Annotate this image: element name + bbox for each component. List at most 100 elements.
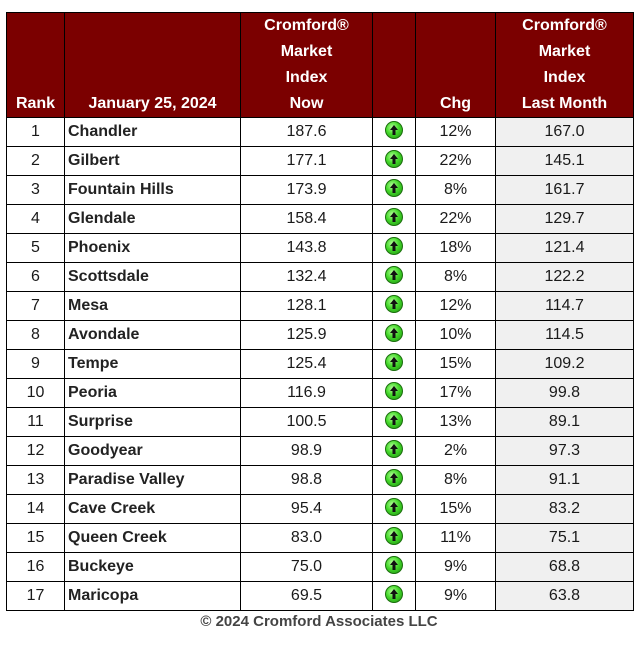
rank-cell: 16 — [6, 552, 65, 582]
up-arrow-icon — [385, 527, 403, 546]
index-now-cell: 100.5 — [240, 407, 373, 437]
table-row: 1 Chandler 187.6 12% 167.0 — [6, 117, 634, 147]
up-arrow-icon — [385, 295, 403, 314]
index-last-month-cell: 91.1 — [495, 465, 634, 495]
change-cell: 8% — [415, 175, 496, 205]
index-last-month-cell: 97.3 — [495, 436, 634, 466]
trend-cell — [372, 291, 416, 321]
rank-cell: 9 — [6, 349, 65, 379]
index-now-cell: 98.9 — [240, 436, 373, 466]
trend-cell — [372, 552, 416, 582]
index-last-month-cell: 161.7 — [495, 175, 634, 205]
table-row: 4 Glendale 158.4 22% 129.7 — [6, 204, 634, 234]
index-last-month-cell: 89.1 — [495, 407, 634, 437]
trend-cell — [372, 378, 416, 408]
index-last-month-cell: 114.5 — [495, 320, 634, 350]
index-last-month-cell: 63.8 — [495, 581, 634, 611]
change-cell: 8% — [415, 262, 496, 292]
header-date: January 25, 2024 — [64, 12, 241, 118]
up-arrow-icon — [385, 498, 403, 517]
header-trend — [372, 12, 416, 118]
change-cell: 12% — [415, 117, 496, 147]
table-row: 14 Cave Creek 95.4 15% 83.2 — [6, 494, 634, 524]
index-now-cell: 125.4 — [240, 349, 373, 379]
header-index-last-month: Cromford® Market Index Last Month — [495, 12, 634, 118]
header-text-line: Market — [280, 43, 333, 60]
city-cell: Fountain Hills — [64, 175, 241, 205]
trend-cell — [372, 233, 416, 263]
trend-cell — [372, 349, 416, 379]
rank-cell: 14 — [6, 494, 65, 524]
city-cell: Maricopa — [64, 581, 241, 611]
table-body: 1 Chandler 187.6 12% 167.0 2 Gilbert 177.1 22% 14… — [6, 117, 634, 611]
rank-cell: 10 — [6, 378, 65, 408]
index-now-cell: 98.8 — [240, 465, 373, 495]
header-text-line: Chg — [439, 95, 472, 112]
city-cell: Cave Creek — [64, 494, 241, 524]
change-cell: 12% — [415, 291, 496, 321]
change-cell: 15% — [415, 494, 496, 524]
up-arrow-icon — [385, 469, 403, 488]
index-last-month-cell: 145.1 — [495, 146, 634, 176]
trend-cell — [372, 523, 416, 553]
index-last-month-cell: 83.2 — [495, 494, 634, 524]
rank-cell: 3 — [6, 175, 65, 205]
trend-cell — [372, 320, 416, 350]
header-text-line: Cromford® — [264, 17, 349, 34]
index-last-month-cell: 109.2 — [495, 349, 634, 379]
city-cell: Tempe — [64, 349, 241, 379]
header-row: Rank January 25, 2024 Cromford® Market Ind… — [6, 12, 634, 118]
rank-cell: 15 — [6, 523, 65, 553]
table-row: 8 Avondale 125.9 10% 114.5 — [6, 320, 634, 350]
rank-cell: 8 — [6, 320, 65, 350]
table-row: 7 Mesa 128.1 12% 114.7 — [6, 291, 634, 321]
up-arrow-icon — [385, 556, 403, 575]
trend-cell — [372, 175, 416, 205]
header-text-line: Market — [538, 43, 591, 60]
city-cell: Goodyear — [64, 436, 241, 466]
change-cell: 2% — [415, 436, 496, 466]
city-cell: Scottsdale — [64, 262, 241, 292]
up-arrow-icon — [385, 179, 403, 198]
city-cell: Mesa — [64, 291, 241, 321]
city-cell: Gilbert — [64, 146, 241, 176]
trend-cell — [372, 465, 416, 495]
trend-cell — [372, 494, 416, 524]
index-last-month-cell: 122.2 — [495, 262, 634, 292]
trend-cell — [372, 117, 416, 147]
index-last-month-cell: 114.7 — [495, 291, 634, 321]
index-last-month-cell: 68.8 — [495, 552, 634, 582]
city-cell: Phoenix — [64, 233, 241, 263]
change-cell: 13% — [415, 407, 496, 437]
index-now-cell: 173.9 — [240, 175, 373, 205]
up-arrow-icon — [385, 411, 403, 430]
change-cell: 8% — [415, 465, 496, 495]
table-row: 9 Tempe 125.4 15% 109.2 — [6, 349, 634, 379]
table-row: 12 Goodyear 98.9 2% 97.3 — [6, 436, 634, 466]
rank-cell: 5 — [6, 233, 65, 263]
rank-cell: 4 — [6, 204, 65, 234]
table-row: 17 Maricopa 69.5 9% 63.8 — [6, 581, 634, 611]
up-arrow-icon — [385, 121, 403, 140]
change-cell: 17% — [415, 378, 496, 408]
change-cell: 18% — [415, 233, 496, 263]
up-arrow-icon — [385, 585, 403, 604]
index-now-cell: 187.6 — [240, 117, 373, 147]
rank-cell: 17 — [6, 581, 65, 611]
city-cell: Paradise Valley — [64, 465, 241, 495]
change-cell: 10% — [415, 320, 496, 350]
rank-cell: 11 — [6, 407, 65, 437]
header-text-line: Last Month — [521, 95, 608, 112]
table-row: 6 Scottsdale 132.4 8% 122.2 — [6, 262, 634, 292]
table-row: 5 Phoenix 143.8 18% 121.4 — [6, 233, 634, 263]
trend-cell — [372, 146, 416, 176]
up-arrow-icon — [385, 353, 403, 372]
change-cell: 22% — [415, 146, 496, 176]
index-now-cell: 143.8 — [240, 233, 373, 263]
change-cell: 22% — [415, 204, 496, 234]
rank-cell: 2 — [6, 146, 65, 176]
header-rank: Rank — [6, 12, 65, 118]
index-now-cell: 125.9 — [240, 320, 373, 350]
change-cell: 11% — [415, 523, 496, 553]
copyright-footer: © 2024 Cromford Associates LLC — [200, 613, 438, 630]
